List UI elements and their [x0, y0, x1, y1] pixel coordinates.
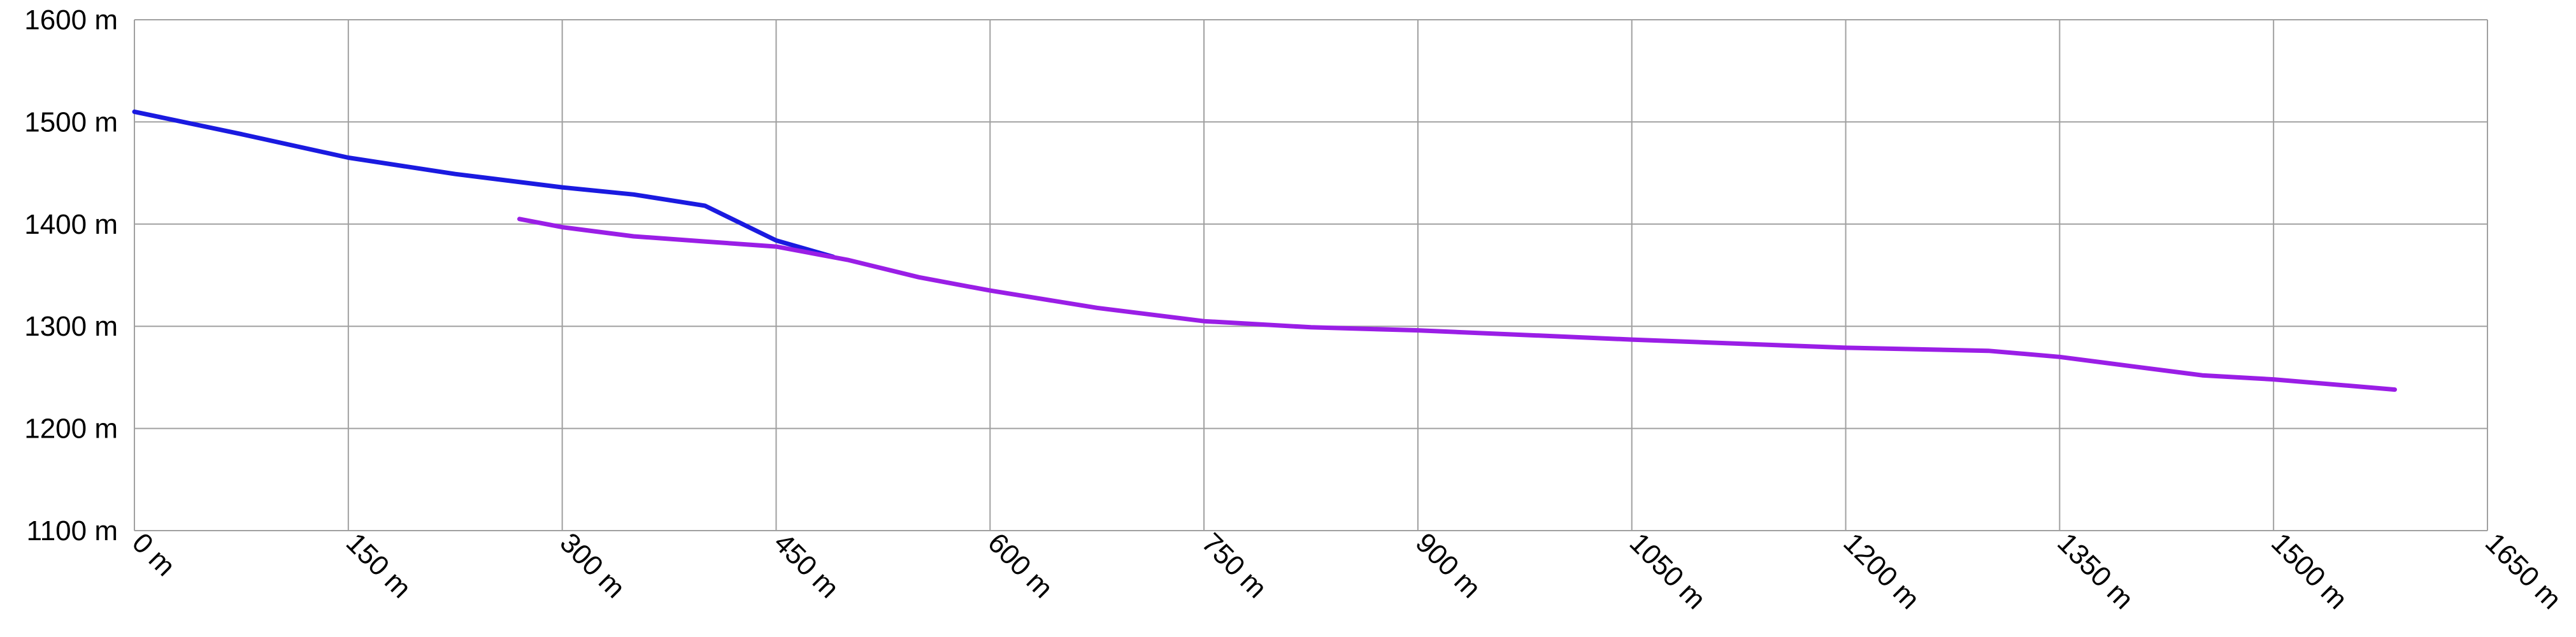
y-tick-label: 1500 m — [24, 106, 118, 138]
x-tick-label: 450 m — [768, 527, 845, 604]
data-line — [132, 109, 836, 259]
y-tick-label: 1100 m — [27, 515, 118, 547]
data-line — [517, 217, 2397, 392]
y-tick-label: 1400 m — [24, 209, 118, 240]
y-tick-label: 1200 m — [24, 413, 118, 445]
x-tick-label: 1050 m — [1624, 527, 1712, 615]
x-tick-label: 150 m — [340, 527, 417, 604]
x-tick-label: 900 m — [1410, 527, 1487, 604]
x-tick-label: 300 m — [554, 527, 631, 604]
x-tick-label: 1350 m — [2051, 527, 2139, 615]
x-tick-label: 750 m — [1196, 527, 1273, 604]
y-tick-label: 1600 m — [24, 4, 118, 36]
x-tick-label: 1200 m — [1837, 527, 1925, 615]
x-tick-label: 1650 m — [2479, 527, 2567, 615]
x-tick-label: 0 m — [126, 527, 182, 582]
y-tick-label: 1300 m — [24, 311, 118, 342]
x-tick-label: 600 m — [982, 527, 1059, 604]
x-tick-label: 1500 m — [2265, 527, 2353, 615]
